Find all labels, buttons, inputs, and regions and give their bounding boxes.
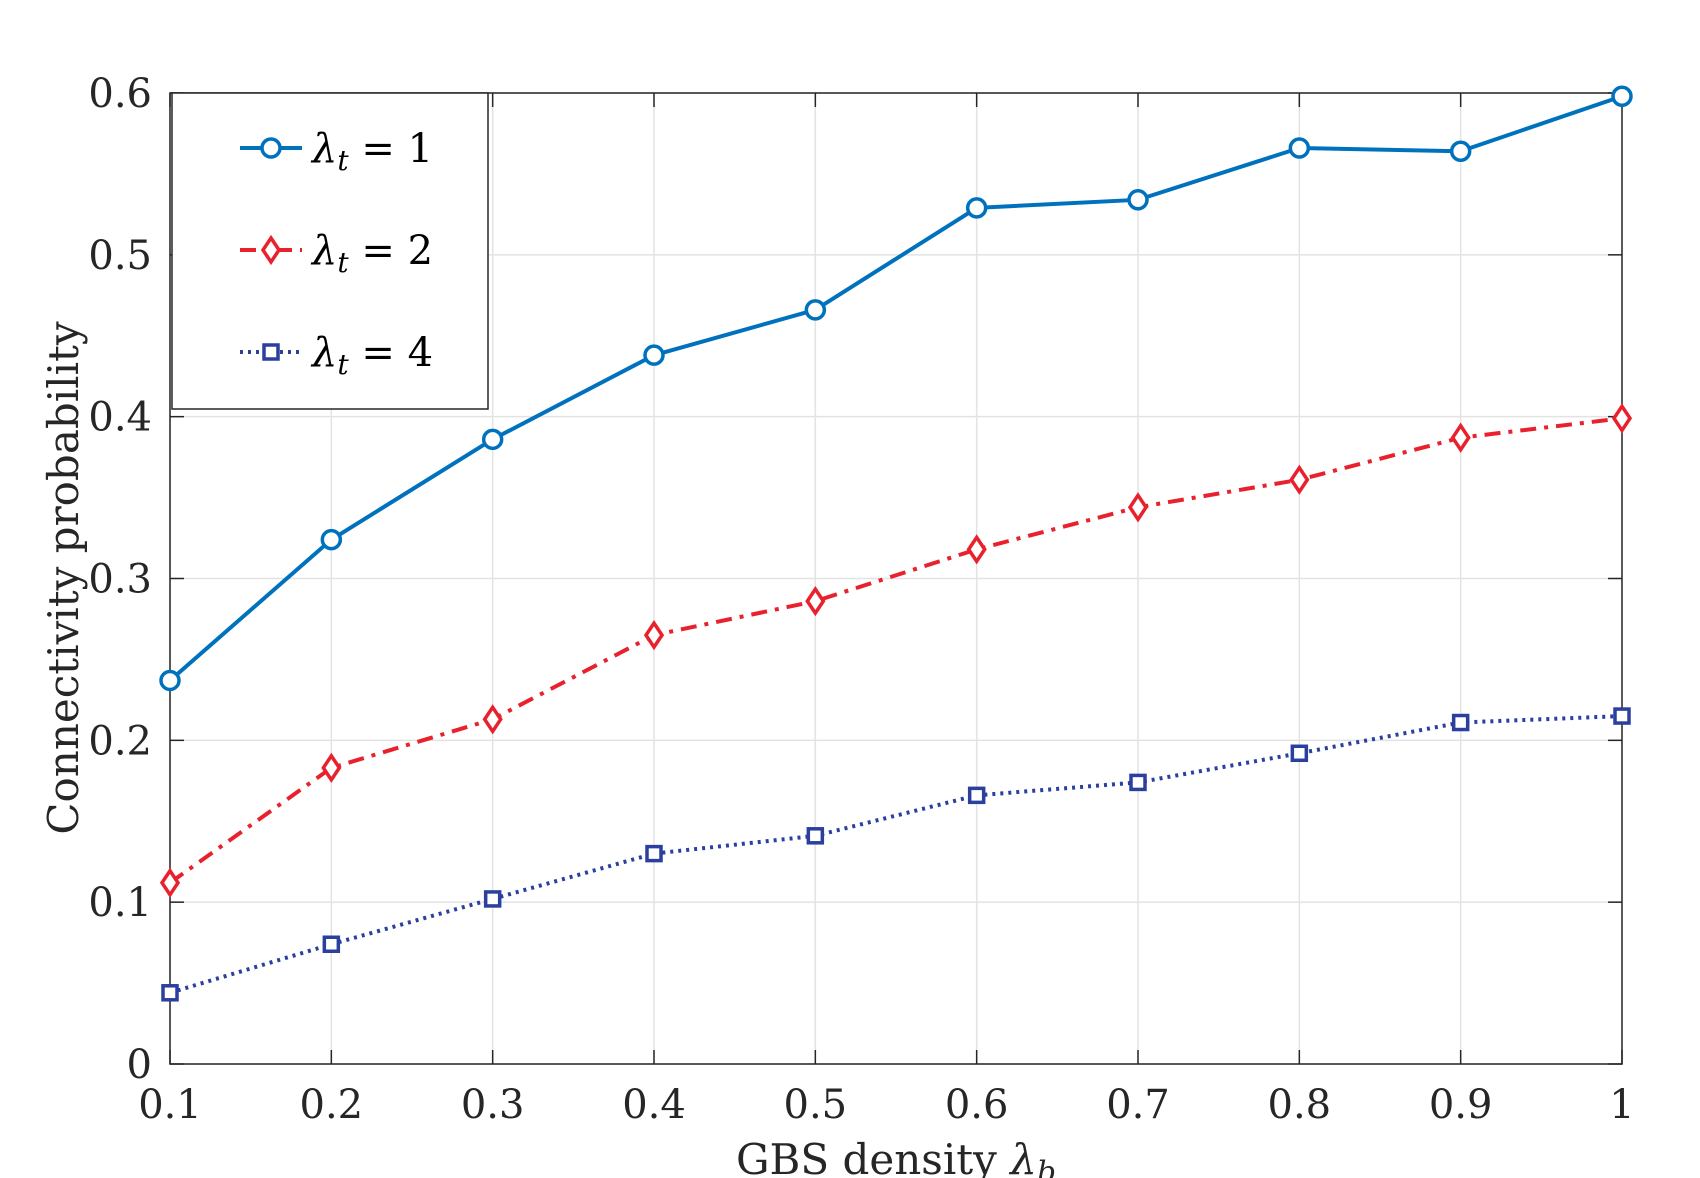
data-point [645, 844, 663, 863]
data-point [161, 984, 179, 1002]
series-3 [161, 707, 1631, 1002]
data-point [643, 344, 665, 366]
x-tick-label: 0.8 [1268, 1082, 1332, 1128]
x-tick-label: 0.9 [1429, 1082, 1493, 1128]
data-point [643, 619, 665, 651]
data-point [806, 827, 825, 845]
data-point [1451, 713, 1470, 732]
y-tick-label: 0.3 [88, 557, 152, 603]
data-point [1290, 744, 1309, 763]
legend-label: λt = 4 [310, 330, 433, 381]
data-point [481, 428, 504, 451]
legend-entry-2: λt = 2 [240, 228, 433, 279]
data-point [1289, 464, 1310, 495]
y-tick-label: 0.6 [88, 71, 152, 117]
data-point [1127, 492, 1149, 523]
x-tick-label: 0.4 [622, 1082, 686, 1128]
y-tick-label: 0 [127, 1042, 152, 1088]
x-tick-label: 0.7 [1106, 1082, 1170, 1128]
y-tick-label: 0.1 [88, 880, 152, 926]
legend-entry-3: λt = 4 [240, 330, 433, 381]
legend-marker [260, 234, 282, 266]
legend-label: λt = 2 [310, 228, 433, 279]
series-2 [159, 403, 1633, 898]
legend-box [171, 92, 489, 410]
data-point [159, 867, 181, 898]
data-point [967, 786, 986, 805]
data-point [1127, 189, 1149, 211]
data-point [1450, 422, 1471, 453]
data-point [483, 890, 502, 908]
legend-entry-1: λt = 1 [240, 126, 433, 177]
data-point [321, 752, 342, 783]
x-axis-label: GBS density λb [736, 1135, 1056, 1178]
data-point [1611, 403, 1633, 434]
series-line [169, 714, 1623, 995]
legend-label: λt = 1 [310, 126, 433, 177]
data-point [1288, 137, 1311, 159]
data-point [159, 669, 181, 692]
legend-marker [262, 343, 280, 361]
x-tick-label: 0.6 [945, 1082, 1009, 1128]
y-tick-labels: 0 0.1 0.2 0.3 0.4 0.5 0.6 [88, 71, 152, 1088]
data-point [965, 197, 988, 219]
x-tick-label: 0.1 [138, 1082, 202, 1128]
x-tick-label: 0.2 [300, 1082, 364, 1128]
data-point [322, 935, 341, 953]
data-point [1129, 773, 1147, 792]
data-point [1613, 707, 1631, 725]
series-layer [159, 85, 1633, 1002]
x-tick-label: 0.5 [784, 1082, 848, 1128]
data-point [1449, 140, 1472, 163]
series-line [168, 94, 1623, 682]
y-axis-label: Connectivity probability [39, 321, 88, 835]
data-point [320, 528, 343, 551]
legend: λt = 1 λt = 2 λt = 4 [171, 92, 489, 410]
data-point [1611, 85, 1633, 107]
y-tick-label: 0.2 [88, 718, 152, 764]
series-1 [159, 85, 1633, 692]
legend-marker [260, 137, 282, 159]
series-line [168, 416, 1623, 885]
data-point [805, 586, 826, 617]
y-tick-label: 0.5 [88, 233, 152, 279]
x-tick-labels: 0.1 0.2 0.3 0.4 0.5 0.6 0.7 0.8 0.9 1 [138, 1082, 1635, 1128]
y-tick-label: 0.4 [88, 395, 152, 441]
data-point [804, 299, 827, 321]
data-point [966, 534, 987, 565]
x-tick-label: 0.3 [461, 1082, 525, 1128]
x-tick-label: 1 [1609, 1082, 1634, 1128]
data-point [482, 704, 503, 735]
